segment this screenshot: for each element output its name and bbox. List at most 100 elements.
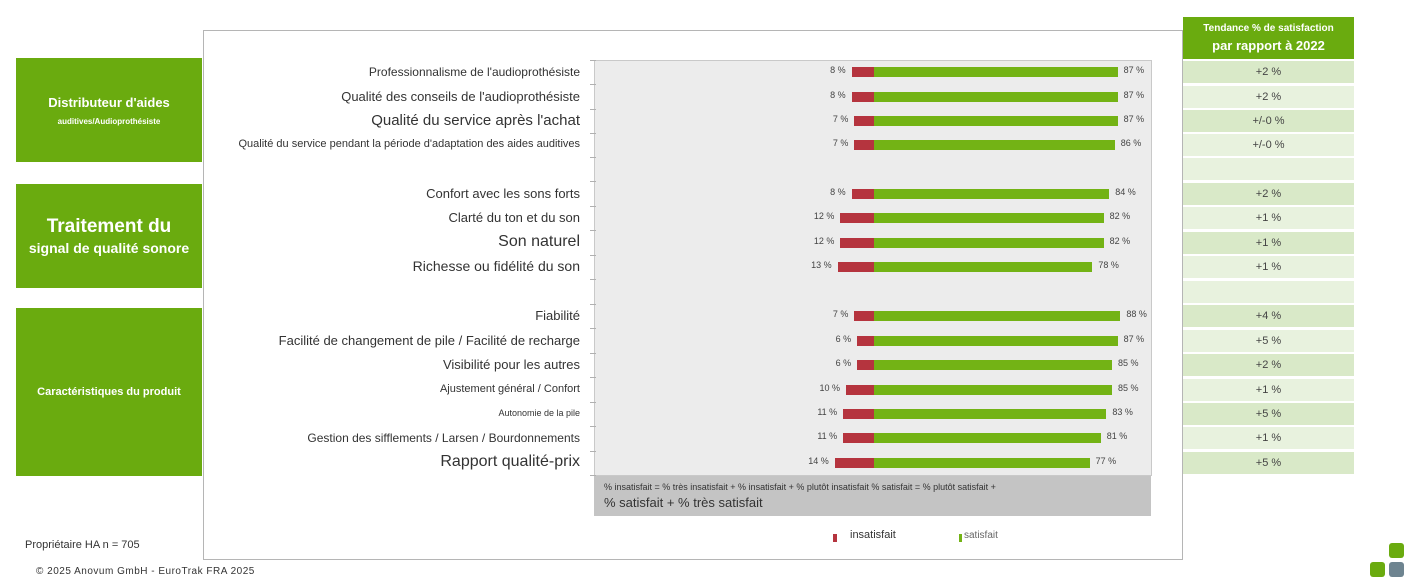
data-label-insatisfait: 14 % <box>808 456 829 466</box>
bar-insatisfait <box>851 189 874 199</box>
axis-tick <box>590 451 596 452</box>
category-label: Facilité de changement de pile / Facilit… <box>278 332 580 348</box>
data-label-satisfait: 86 % <box>1120 138 1142 148</box>
trend-value: +5 % <box>1183 452 1354 474</box>
axis-tick <box>590 109 596 110</box>
data-label-satisfait: 77 % <box>1095 456 1117 466</box>
data-label-insatisfait: 10 % <box>819 383 840 393</box>
axis-tick <box>590 60 596 61</box>
section-caracteristiques: Caractéristiques du produit <box>16 308 202 476</box>
section-title: Caractéristiques du produit <box>37 386 181 398</box>
data-label-satisfait: 78 % <box>1098 260 1119 270</box>
bar-satisfait <box>874 67 1118 77</box>
bar-satisfait <box>874 213 1104 223</box>
legend-swatch-insatisfait <box>833 534 837 542</box>
data-label-insatisfait: 12 % <box>813 236 835 246</box>
trend-value: +1 % <box>1183 256 1354 278</box>
trend-value: +/-0 % <box>1183 110 1354 132</box>
category-label: Qualité du service pendant la période d'… <box>238 138 581 151</box>
data-label-insatisfait: 7 % <box>832 114 849 124</box>
section-subtitle: signal de qualité sonore <box>28 240 190 256</box>
axis-tick <box>590 157 596 158</box>
trend-value: +5 % <box>1183 403 1354 425</box>
chart-frame <box>203 30 1183 560</box>
category-label: Richesse ou fidélité du son <box>412 258 580 275</box>
bar-satisfait <box>874 238 1104 248</box>
copyright: © 2025 Anovum GmbH - EuroTrak FRA 2025 <box>36 566 255 577</box>
data-label-satisfait: 85 % <box>1118 383 1139 393</box>
data-label-satisfait: 81 % <box>1106 431 1128 441</box>
bar-satisfait <box>874 458 1090 468</box>
data-label-satisfait: 84 % <box>1115 187 1136 197</box>
trend-spacer <box>1183 158 1354 180</box>
trend-value: +5 % <box>1183 330 1354 352</box>
bar-satisfait <box>874 189 1110 199</box>
data-label-satisfait: 82 % <box>1109 211 1131 221</box>
bar-insatisfait <box>846 385 874 395</box>
axis-tick <box>590 328 596 329</box>
category-label: Rapport qualité-prix <box>440 453 580 471</box>
trend-value: +4 % <box>1183 305 1354 327</box>
bar-insatisfait <box>857 336 874 346</box>
trend-value: +2 % <box>1183 183 1354 205</box>
bar-insatisfait <box>851 92 874 102</box>
axis-tick <box>590 255 596 256</box>
trend-header: Tendance % de satisfaction par rapport à… <box>1183 17 1354 59</box>
category-label: Fiabilité <box>535 307 580 323</box>
legend-swatch-satisfait <box>959 534 962 542</box>
axis-tick <box>590 475 596 476</box>
trend-value: +1 % <box>1183 427 1354 449</box>
axis-tick <box>590 353 596 354</box>
section-distributeur: Distributeur d'aides auditives/Audioprot… <box>16 58 202 162</box>
bar-insatisfait <box>854 140 874 150</box>
axis-tick <box>590 84 596 85</box>
trend-value: +1 % <box>1183 207 1354 229</box>
category-label: Confort avec les sons forts <box>426 185 580 201</box>
category-label: Qualité des conseils de l'audioprothésis… <box>341 88 580 104</box>
bar-insatisfait <box>840 238 874 248</box>
bar-satisfait <box>874 336 1118 346</box>
sample-size: Propriétaire HA n = 705 <box>25 539 140 551</box>
axis-tick <box>590 181 596 182</box>
data-label-satisfait: 85 % <box>1118 358 1139 368</box>
section-subtitle: auditives/Audioprothésiste <box>57 116 161 126</box>
axis-tick <box>590 206 596 207</box>
bar-insatisfait <box>840 213 874 223</box>
bar-insatisfait <box>857 360 874 370</box>
data-label-satisfait: 87 % <box>1123 90 1145 100</box>
category-label: Son naturel <box>498 233 580 251</box>
legend-label-insatisfait: insatisfait <box>850 529 896 541</box>
category-label: Clarté du ton et du son <box>448 209 580 225</box>
category-label: Professionnalisme de l'audioprothésiste <box>368 64 580 79</box>
trend-value: +/-0 % <box>1183 134 1354 156</box>
bar-satisfait <box>874 262 1093 272</box>
data-label-satisfait: 82 % <box>1109 236 1131 246</box>
data-label-insatisfait: 13 % <box>811 260 832 270</box>
trend-header-line2: par rapport à 2022 <box>1212 38 1325 53</box>
axis-tick <box>590 133 596 134</box>
bar-insatisfait <box>834 458 874 468</box>
data-label-insatisfait: 8 % <box>830 65 846 75</box>
trend-value: +2 % <box>1183 61 1354 83</box>
data-label-insatisfait: 12 % <box>813 211 835 221</box>
data-label-satisfait: 87 % <box>1123 65 1145 75</box>
data-label-satisfait: 87 % <box>1123 114 1145 124</box>
note-line-2: % satisfait + % très satisfait <box>604 495 763 510</box>
data-label-satisfait: 88 % <box>1126 309 1147 319</box>
category-label: Visibilité pour les autres <box>442 356 580 372</box>
bar-satisfait <box>874 92 1118 102</box>
bar-insatisfait <box>843 409 874 419</box>
trend-spacer <box>1183 281 1354 303</box>
axis-tick <box>590 402 596 403</box>
trend-header-line1: Tendance % de satisfaction <box>1203 23 1334 34</box>
bar-insatisfait <box>854 116 874 126</box>
category-label: Ajustement général / Confort <box>439 383 580 396</box>
trend-value: +1 % <box>1183 379 1354 401</box>
bar-insatisfait <box>843 433 874 443</box>
section-title: Traitement du <box>46 216 172 237</box>
data-label-satisfait: 83 % <box>1112 407 1133 417</box>
data-label-insatisfait: 8 % <box>830 90 846 100</box>
trend-value: +1 % <box>1183 232 1354 254</box>
axis-tick <box>590 304 596 305</box>
category-label: Autonomie de la pile <box>498 408 580 419</box>
